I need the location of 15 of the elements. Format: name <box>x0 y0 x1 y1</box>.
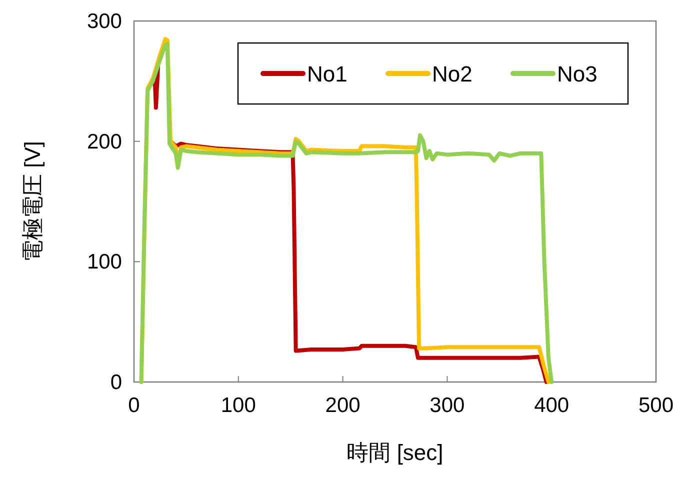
x-tick-label: 0 <box>128 394 140 417</box>
x-tick-label: 500 <box>638 394 673 417</box>
y-tick-label: 200 <box>86 130 122 154</box>
legend-label: No3 <box>557 62 598 86</box>
legend-label: No2 <box>432 62 472 86</box>
y-tick-label: 300 <box>86 10 122 33</box>
x-tick-label: 400 <box>534 394 570 417</box>
x-tick-label: 100 <box>220 394 256 417</box>
legend-label: No1 <box>307 62 348 86</box>
y-tick-label: 100 <box>86 250 122 274</box>
y-tick-label: 0 <box>110 371 122 394</box>
x-tick-label: 200 <box>325 394 360 417</box>
y-axis-title: 電極電圧 [V] <box>20 140 45 262</box>
x-axis-title: 時間 [sec] <box>346 440 444 465</box>
x-tick-label: 300 <box>430 394 465 417</box>
